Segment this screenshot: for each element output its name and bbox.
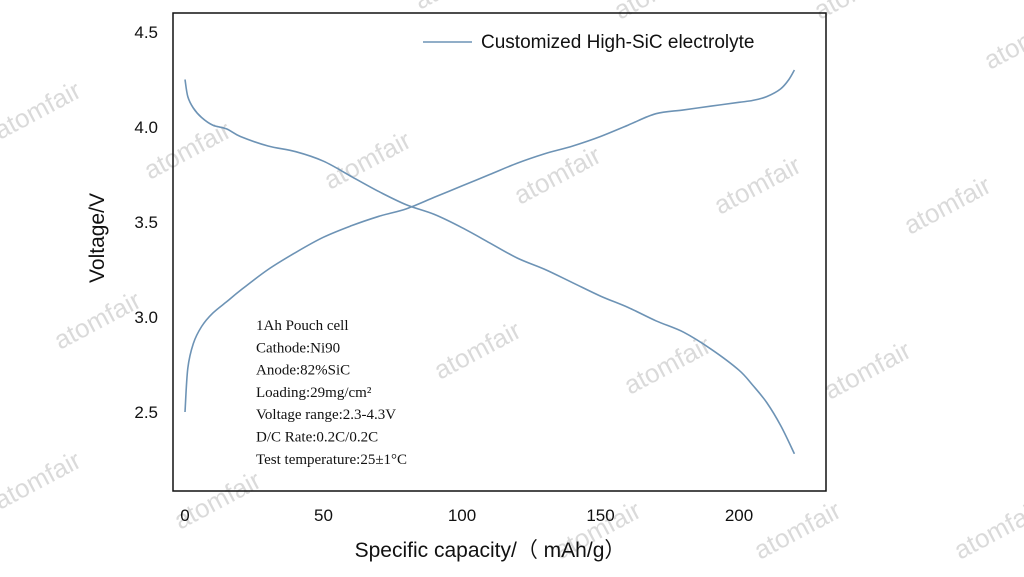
annotation-line: Anode:82%SiC xyxy=(256,363,350,379)
x-tick-label: 200 xyxy=(725,506,753,525)
plot-frame xyxy=(172,12,827,492)
series-line-charge xyxy=(184,69,796,413)
x-tick-label: 0 xyxy=(180,506,189,525)
x-tick-label: 150 xyxy=(586,506,614,525)
watermark-text: atomfair xyxy=(619,330,716,401)
annotation-line: D/C Rate:0.2C/0.2C xyxy=(256,430,378,446)
y-tick-label: 3.0 xyxy=(134,308,158,327)
y-axis-ticks: 2.5 3.0 3.5 4.0 4.5 xyxy=(134,23,158,422)
watermark-layer: atomfair atomfair atomfair atomfair atomfair… xyxy=(0,0,1024,565)
annotation-line: 1Ah Pouch cell xyxy=(256,318,348,334)
cell-info-annotation: 1Ah Pouch cell Cathode:Ni90 Anode:82%SiC Lo… xyxy=(256,318,407,468)
watermark-text: atomfair xyxy=(979,5,1024,76)
y-tick-label: 3.5 xyxy=(134,213,158,232)
series-curves xyxy=(184,69,796,455)
legend-label: Customized High-SiC electrolyte xyxy=(481,32,755,53)
watermark-text: atomfair xyxy=(429,315,526,386)
annotation-line: Voltage range:2.3-4.3V xyxy=(256,407,396,423)
annotation-line: Loading:29mg/cm² xyxy=(256,385,372,401)
watermark-text: atomfair xyxy=(899,170,996,241)
watermark-text: atomfair xyxy=(949,495,1024,566)
watermark-text: atomfair xyxy=(0,75,86,146)
y-tick-label: 4.0 xyxy=(134,118,158,137)
series-line-discharge xyxy=(184,79,796,455)
annotation-line: Cathode:Ni90 xyxy=(256,340,340,356)
x-axis-title: Specific capacity/（ mAh/g） xyxy=(355,539,626,562)
x-tick-label: 50 xyxy=(314,506,333,525)
watermark-text: atomfair xyxy=(229,0,326,5)
watermark-text: atomfair xyxy=(749,495,846,566)
x-tick-label: 100 xyxy=(448,506,476,525)
watermark-text: atomfair xyxy=(819,335,916,406)
watermark-text: atomfair xyxy=(709,150,806,221)
y-tick-label: 4.5 xyxy=(134,23,158,42)
legend: Customized High-SiC electrolyte xyxy=(423,32,755,53)
annotation-line: Test temperature:25±1°C xyxy=(256,452,407,468)
y-tick-label: 2.5 xyxy=(134,403,158,422)
y-axis-title: Voltage/V xyxy=(86,193,109,283)
x-axis-ticks: 0 50 100 150 200 xyxy=(180,506,753,525)
watermark-text: atomfair xyxy=(0,445,86,516)
watermark-text: atomfair xyxy=(49,285,146,356)
